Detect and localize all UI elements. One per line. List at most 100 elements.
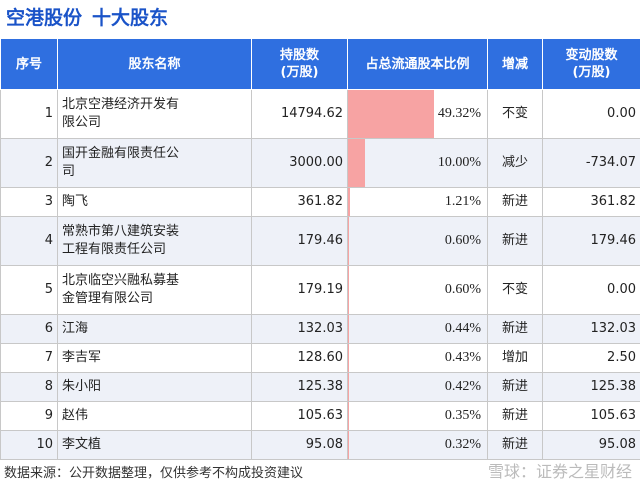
- cell-delta: 105.63: [542, 401, 640, 431]
- cell-delta: 179.46: [542, 216, 640, 266]
- cell-change: 不变: [487, 265, 543, 315]
- cell-change: 不变: [487, 89, 543, 139]
- cell-change: 减少: [487, 138, 543, 188]
- holder-name-line: 陶飞: [62, 194, 89, 209]
- cell-rank: 5: [0, 265, 58, 315]
- cell-rank: 9: [0, 401, 58, 431]
- shareholders-table: 序号 股东名称 持股数 (万股) 占总流通股本比例 增减 变动股数 (万股) 1…: [0, 38, 640, 460]
- cell-shares: 95.08: [251, 430, 348, 460]
- ratio-bar: [348, 139, 366, 187]
- cell-change: 新进: [487, 216, 543, 266]
- ratio-value: 10.00%: [437, 155, 481, 170]
- cell-holder-name: 北京临空兴融私募基 金管理有限公司: [57, 265, 252, 315]
- header-rank: 序号: [0, 38, 58, 90]
- header-shares-line1: 持股数: [279, 48, 319, 63]
- holder-name-line: 国开金融有限责任公: [62, 146, 180, 161]
- header-delta-line2: (万股): [572, 65, 611, 80]
- cell-holder-name: 李吉军: [57, 343, 252, 373]
- holder-name-line: 工程有限责任公司: [62, 242, 167, 257]
- cell-ratio: 0.60%: [347, 216, 488, 266]
- holder-name-line: 北京临空兴融私募基: [62, 273, 180, 288]
- title-subject: 十大股东: [92, 7, 169, 29]
- cell-rank: 1: [0, 89, 58, 139]
- ratio-value: 0.60%: [444, 282, 481, 297]
- cell-rank: 10: [0, 430, 58, 460]
- table-row: 6 江海 132.03 0.44% 新进 132.03: [0, 314, 640, 344]
- cell-delta: 0.00: [542, 265, 640, 315]
- cell-ratio: 0.60%: [347, 265, 488, 315]
- ratio-value: 0.44%: [444, 321, 481, 336]
- cell-delta: 2.50: [542, 343, 640, 373]
- holder-name-line: 司: [62, 164, 76, 179]
- cell-change: 增加: [487, 343, 543, 373]
- cell-delta: -734.07: [542, 138, 640, 188]
- cell-holder-name: 北京空港经济开发有 限公司: [57, 89, 252, 139]
- holder-name-line: 常熟市第八建筑安装: [62, 224, 180, 239]
- cell-change: 新进: [487, 372, 543, 402]
- table-row: 7 李吉军 128.60 0.43% 增加 2.50: [0, 343, 640, 373]
- cell-change: 新进: [487, 314, 543, 344]
- header-shares: 持股数 (万股): [251, 38, 348, 90]
- ratio-value: 0.43%: [444, 350, 481, 365]
- cell-delta: 0.00: [542, 89, 640, 139]
- table-row: 10 李文植 95.08 0.32% 新进 95.08: [0, 430, 640, 460]
- cell-ratio: 10.00%: [347, 138, 488, 188]
- cell-holder-name: 常熟市第八建筑安装 工程有限责任公司: [57, 216, 252, 266]
- holder-name-line: 限公司: [62, 115, 102, 130]
- cell-shares: 132.03: [251, 314, 348, 344]
- cell-ratio: 0.32%: [347, 430, 488, 460]
- cell-shares: 179.19: [251, 265, 348, 315]
- header-name: 股东名称: [57, 38, 252, 90]
- ratio-bar: [348, 90, 435, 138]
- table-row: 1 北京空港经济开发有 限公司 14794.62 49.32% 不变 0.00: [0, 89, 640, 139]
- header-delta: 变动股数 (万股): [542, 38, 640, 90]
- cell-shares: 105.63: [251, 401, 348, 431]
- ratio-value: 0.60%: [444, 233, 481, 248]
- cell-ratio: 0.43%: [347, 343, 488, 373]
- table-row: 4 常熟市第八建筑安装 工程有限责任公司 179.46 0.60% 新进 179.46: [0, 216, 640, 266]
- cell-holder-name: 李文植: [57, 430, 252, 460]
- holder-name-line: 朱小阳: [62, 379, 102, 394]
- cell-rank: 6: [0, 314, 58, 344]
- header-change: 增减: [487, 38, 543, 90]
- holder-name-line: 李吉军: [62, 350, 102, 365]
- cell-delta: 361.82: [542, 187, 640, 217]
- cell-ratio: 0.35%: [347, 401, 488, 431]
- ratio-bar: [348, 373, 349, 401]
- cell-change: 新进: [487, 401, 543, 431]
- header-shares-line2: (万股): [280, 65, 319, 80]
- holder-name-line: 赵伟: [62, 408, 89, 423]
- cell-rank: 8: [0, 372, 58, 402]
- cell-ratio: 0.44%: [347, 314, 488, 344]
- holder-name-line: 李文植: [62, 437, 102, 452]
- page-title: 空港股份 十大股东: [6, 3, 168, 33]
- table-row: 3 陶飞 361.82 1.21% 新进 361.82: [0, 187, 640, 217]
- ratio-value: 0.32%: [444, 437, 481, 452]
- cell-ratio: 0.42%: [347, 372, 488, 402]
- table-header-row: 序号 股东名称 持股数 (万股) 占总流通股本比例 增减 变动股数 (万股): [0, 38, 640, 90]
- table-row: 2 国开金融有限责任公司 3000.00 10.00% 减少 -734.07: [0, 138, 640, 188]
- ratio-bar: [348, 344, 349, 372]
- ratio-bar: [348, 217, 350, 265]
- cell-shares: 128.60: [251, 343, 348, 373]
- ratio-bar: [348, 402, 349, 430]
- holder-name-line: 北京空港经济开发有: [62, 97, 180, 112]
- ratio-value: 49.32%: [437, 106, 481, 121]
- ratio-bar: [348, 431, 349, 459]
- holder-name-line: 金管理有限公司: [62, 291, 154, 306]
- data-source-note: 数据来源：公开数据整理，仅供参考不构成投资建议: [4, 466, 304, 481]
- table-row: 9 赵伟 105.63 0.35% 新进 105.63: [0, 401, 640, 431]
- brand-logo-text: 雪球：证券之星财经: [487, 462, 632, 481]
- cell-shares: 179.46: [251, 216, 348, 266]
- table-row: 8 朱小阳 125.38 0.42% 新进 125.38: [0, 372, 640, 402]
- cell-holder-name: 陶飞: [57, 187, 252, 217]
- cell-delta: 95.08: [542, 430, 640, 460]
- ratio-value: 0.35%: [444, 408, 481, 423]
- cell-ratio: 49.32%: [347, 89, 488, 139]
- cell-holder-name: 赵伟: [57, 401, 252, 431]
- cell-holder-name: 江海: [57, 314, 252, 344]
- cell-rank: 4: [0, 216, 58, 266]
- table-row: 5 北京临空兴融私募基 金管理有限公司 179.19 0.60% 不变 0.00: [0, 265, 640, 315]
- cell-ratio: 1.21%: [347, 187, 488, 217]
- cell-shares: 14794.62: [251, 89, 348, 139]
